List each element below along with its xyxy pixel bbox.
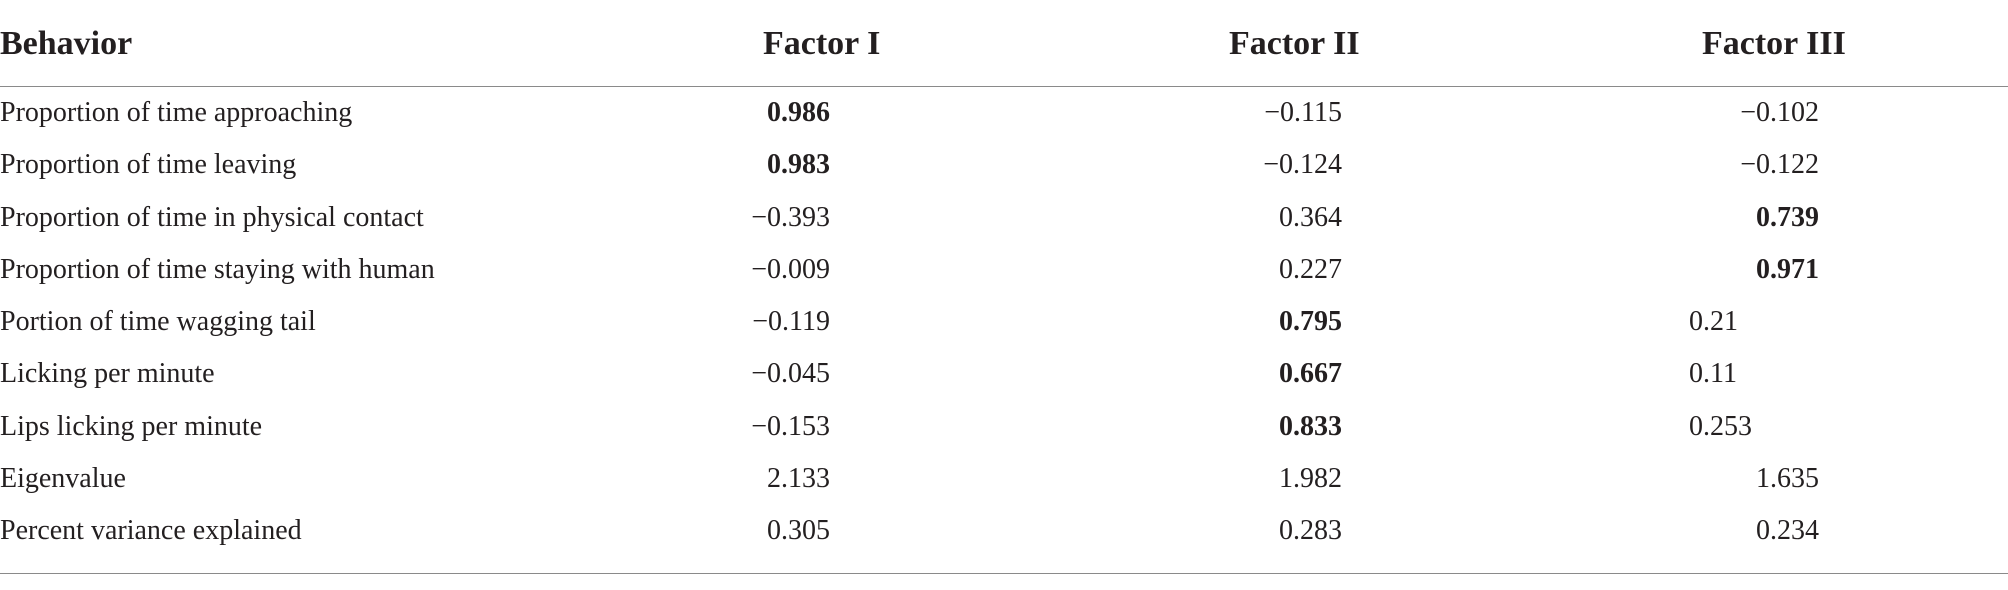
behavior-label: Lips licking per minute [0, 410, 263, 442]
table-row: Proportion of time leaving 0.983 −0.124 … [0, 139, 2008, 191]
header-behavior: Behavior [0, 25, 133, 62]
factor-1-value: −0.119 [752, 306, 830, 338]
header-factor-2: Factor II [1229, 25, 1360, 62]
factor-1-value: 0.986 [767, 97, 830, 128]
table-row: Proportion of time approaching 0.986 −0.… [0, 87, 2008, 139]
behavior-label: Proportion of time leaving [0, 149, 297, 181]
behavior-label: Percent variance explained [0, 515, 302, 547]
factor-3-value: 0.21 [1689, 306, 1738, 338]
factor-2-value: −0.115 [1264, 97, 1342, 128]
behavior-label: Proportion of time staying with human [0, 253, 435, 285]
behavior-label: Licking per minute [0, 358, 215, 390]
table-row: Licking per minute −0.045 0.667 0.11 [0, 348, 2008, 400]
factor-3-value: 0.739 [1756, 201, 1819, 233]
header-factor-3: Factor III [1702, 25, 1846, 62]
table-row: Proportion of time in physical contact −… [0, 192, 2008, 244]
table-bottom-rule [0, 573, 2008, 574]
factor-1-value: −0.045 [751, 358, 830, 390]
behavior-label: Portion of time wagging tail [0, 306, 316, 338]
factor-3-value: 1.635 [1756, 463, 1819, 495]
factor-2-value: 0.795 [1279, 306, 1342, 338]
factor-3-value: 0.971 [1756, 253, 1819, 285]
table-body: Proportion of time approaching 0.986 −0.… [0, 87, 2008, 558]
behavior-label: Eigenvalue [0, 463, 126, 495]
factor-3-value: −0.102 [1740, 97, 1819, 128]
factor-1-value: −0.393 [751, 201, 830, 233]
factor-3-value: 0.11 [1689, 358, 1737, 390]
table-row: Lips licking per minute −0.153 0.833 0.2… [0, 401, 2008, 453]
factor-2-value: 0.364 [1279, 201, 1342, 233]
factor-3-value: −0.122 [1740, 149, 1819, 181]
factor-2-value: 1.982 [1279, 463, 1342, 495]
factor-1-value: −0.153 [751, 410, 830, 442]
factor-3-value: 0.234 [1756, 515, 1819, 547]
table-row: Portion of time wagging tail −0.119 0.79… [0, 296, 2008, 348]
table-row: Percent variance explained 0.305 0.283 0… [0, 505, 2008, 557]
behavior-label: Proportion of time in physical contact [0, 201, 424, 233]
factor-2-value: 0.283 [1279, 515, 1342, 547]
header-factor-1: Factor I [763, 25, 881, 62]
factor-1-value: 0.983 [767, 149, 830, 181]
factor-1-value: −0.009 [751, 253, 830, 285]
factor-2-value: 0.227 [1279, 253, 1342, 285]
factor-1-value: 0.305 [767, 515, 830, 547]
factor-2-value: 0.833 [1279, 410, 1342, 442]
factor-1-value: 2.133 [767, 463, 830, 495]
table-row: Proportion of time staying with human −0… [0, 244, 2008, 296]
table-row: Eigenvalue 2.133 1.982 1.635 [0, 453, 2008, 505]
factor-3-value: 0.253 [1689, 410, 1752, 442]
factor-2-value: 0.667 [1279, 358, 1342, 390]
factor-2-value: −0.124 [1263, 149, 1342, 181]
table-header: Behavior Factor I Factor II Factor III [0, 0, 2008, 87]
behavior-label: Proportion of time approaching [0, 97, 353, 128]
